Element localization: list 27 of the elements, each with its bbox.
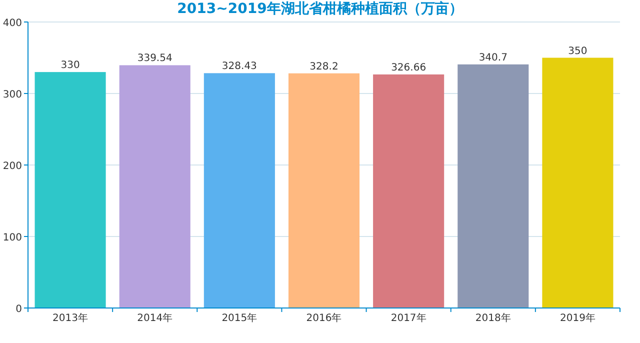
data-label: 340.7 <box>478 52 508 64</box>
x-tick-label: 2015年 <box>222 312 258 324</box>
x-tick-label: 2017年 <box>390 312 426 324</box>
bar <box>204 73 275 308</box>
data-label: 339.54 <box>137 53 172 64</box>
x-tick-label: 2016年 <box>306 312 342 324</box>
y-tick-label: 300 <box>2 90 22 100</box>
y-tick-label: 0 <box>16 304 22 315</box>
x-tick-label: 2014年 <box>137 312 173 324</box>
x-tick-label: 2018年 <box>475 312 511 324</box>
bar <box>119 65 190 308</box>
chart-title: 2013~2019年湖北省柑橘种植面积（万亩） <box>177 0 463 17</box>
x-tick-label: 2019年 <box>560 312 596 324</box>
data-label: 328.43 <box>222 61 257 72</box>
bar <box>373 74 444 308</box>
y-tick-label: 400 <box>2 18 22 29</box>
data-label: 326.66 <box>391 62 426 74</box>
data-label: 328.2 <box>310 61 338 72</box>
y-tick-label: 200 <box>2 161 22 172</box>
data-label: 330 <box>60 60 80 72</box>
y-tick-label: 100 <box>2 232 22 244</box>
bar <box>288 73 360 308</box>
bar <box>542 58 614 308</box>
data-label: 350 <box>568 46 588 57</box>
bar <box>34 72 106 308</box>
x-tick-label: 2013年 <box>52 312 88 324</box>
bar <box>458 64 529 308</box>
